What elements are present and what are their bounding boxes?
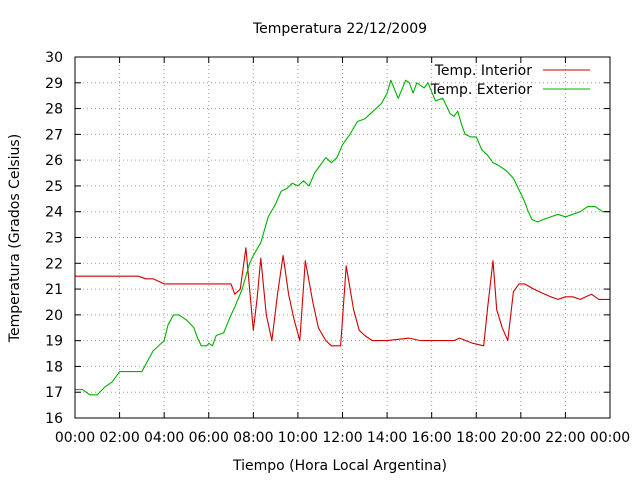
- y-tick-label: 22: [45, 256, 63, 272]
- y-tick-label: 19: [45, 334, 63, 350]
- y-tick-label: 23: [45, 231, 63, 247]
- x-tick-label: 06:00: [189, 430, 229, 446]
- axis-ticks: [74, 56, 611, 419]
- x-tick-label: 22:00: [545, 430, 585, 446]
- series-line-interior: [75, 247, 610, 347]
- legend-label: Temp. Exterior: [430, 82, 533, 98]
- y-tick-label: 24: [45, 205, 63, 221]
- y-tick-label: 29: [45, 76, 63, 92]
- x-tick-label: 14:00: [367, 430, 407, 446]
- grid-lines: [75, 57, 610, 418]
- chart-title: Temperatura 22/12/2009: [252, 21, 427, 37]
- y-tick-label: 18: [45, 359, 63, 375]
- y-tick-label: 20: [45, 308, 63, 324]
- y-tick-label: 17: [45, 385, 63, 401]
- x-tick-label: 00:00: [55, 430, 95, 446]
- y-tick-label: 25: [45, 179, 63, 195]
- legend-label: Temp. Interior: [434, 63, 533, 79]
- x-tick-label: 08:00: [233, 430, 273, 446]
- x-tick-label: 02:00: [99, 430, 139, 446]
- y-tick-label: 21: [45, 282, 63, 298]
- x-tick-label: 20:00: [501, 430, 541, 446]
- x-tick-label: 04:00: [144, 430, 184, 446]
- y-tick-label: 26: [45, 153, 63, 169]
- y-tick-label: 28: [45, 102, 63, 118]
- y-axis-label: Temperatura (Grados Celsius): [7, 134, 23, 343]
- x-tick-label: 00:00: [590, 430, 630, 446]
- x-axis-label: Tiempo (Hora Local Argentina): [232, 458, 447, 474]
- x-tick-label: 10:00: [278, 430, 318, 446]
- series-layer: [75, 79, 610, 396]
- legend: Temp. Interior Temp. Exterior: [430, 63, 590, 98]
- y-tick-label: 27: [45, 127, 63, 143]
- y-tick-label: 30: [45, 50, 63, 66]
- x-tick-label: 12:00: [322, 430, 362, 446]
- series-line-exterior: [75, 79, 610, 396]
- x-tick-label: 18:00: [456, 430, 496, 446]
- x-tick-label: 16:00: [411, 430, 451, 446]
- y-tick-label: 16: [45, 411, 63, 427]
